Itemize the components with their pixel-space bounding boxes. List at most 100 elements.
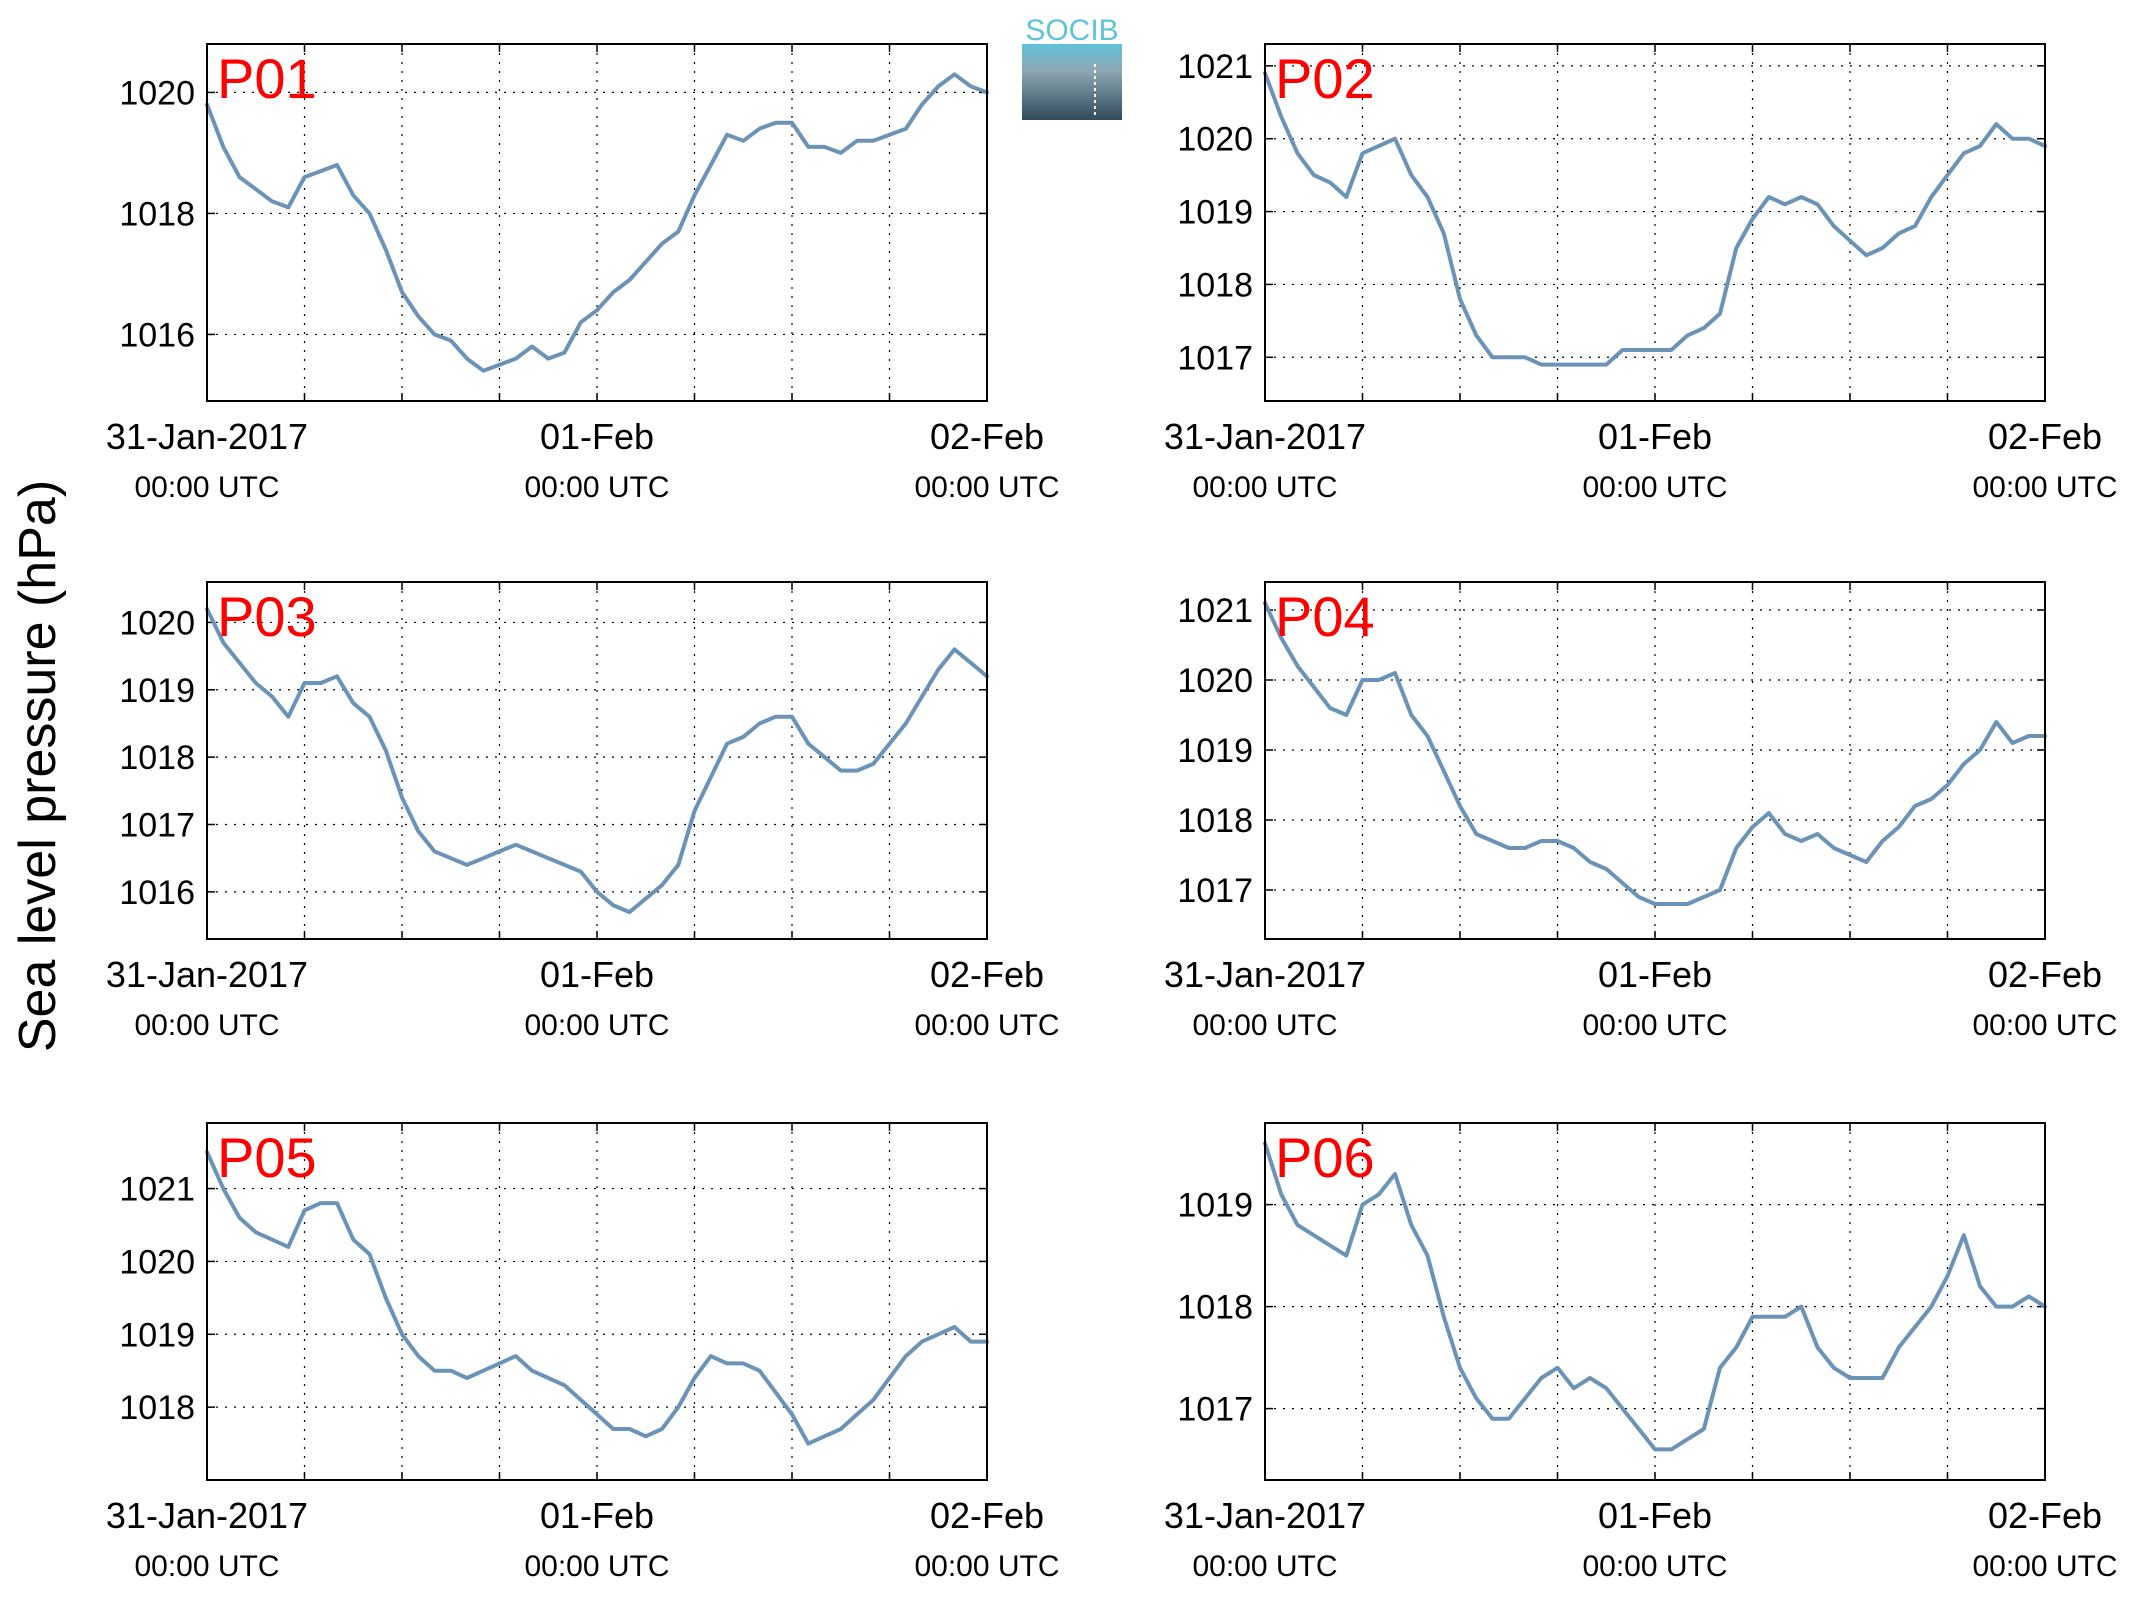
data-point: [1880, 245, 1886, 251]
chart-grid: 1016 1018 1020 P01 31-Jan-2017 00:00 UTC 01-Fe…: [106, 43, 2118, 1583]
y-tick-label: 1018: [119, 1389, 195, 1427]
data-point: [399, 795, 405, 801]
data-point: [1912, 223, 1918, 229]
data-point: [415, 828, 421, 834]
x-tick-label-date: 31-Jan-2017: [1164, 416, 1366, 457]
data-point: [1587, 859, 1593, 865]
data-point: [740, 1360, 746, 1366]
data-point: [724, 132, 730, 138]
data-point: [757, 721, 763, 727]
x-tick-label-time: 00:00 UTC: [1582, 1550, 1727, 1583]
data-point: [1490, 1416, 1496, 1422]
data-point: [269, 1237, 275, 1243]
data-point: [1392, 670, 1398, 676]
y-tick-label: 1019: [119, 672, 195, 710]
x-tick-label-date: 02-Feb: [1988, 1495, 2102, 1536]
data-point: [529, 344, 535, 350]
data-point: [1571, 845, 1577, 851]
chart-panel-p05: 1018 1019 1020 1021 P05 31-Jan-2017 00:00 UTC 0…: [106, 1122, 1060, 1583]
data-point: [432, 331, 438, 337]
data-point: [708, 774, 714, 780]
data-point: [285, 1244, 291, 1250]
data-point: [870, 761, 876, 767]
x-tick-label-time: 00:00 UTC: [524, 1550, 669, 1583]
data-point: [1506, 1416, 1512, 1422]
data-point: [773, 1390, 779, 1396]
data-point: [432, 848, 438, 854]
data-point: [1587, 362, 1593, 368]
data-point: [529, 848, 535, 854]
data-point: [285, 204, 291, 210]
data-point: [1977, 1283, 1983, 1289]
data-point: [1571, 362, 1577, 368]
chart-panel-p06: 1017 1018 1019 P06 31-Jan-2017 00:00 UTC 01-Fe…: [1164, 1122, 2118, 1583]
y-tick-label: 1017: [1177, 339, 1253, 377]
y-tick-label: 1017: [1177, 1391, 1253, 1429]
data-point: [1538, 362, 1544, 368]
data-point: [1620, 347, 1626, 353]
data-point: [627, 1426, 633, 1432]
y-tick-label: 1021: [119, 1171, 195, 1209]
data-point: [805, 741, 811, 747]
data-point: [464, 356, 470, 362]
data-point: [1798, 194, 1804, 200]
data-point: [1490, 838, 1496, 844]
y-tick-label: 1018: [1177, 802, 1253, 840]
data-point: [757, 1368, 763, 1374]
data-point: [1831, 223, 1837, 229]
data-point: [1685, 901, 1691, 907]
x-tick-label-date: 01-Feb: [1598, 954, 1712, 995]
data-point: [578, 869, 584, 875]
data-point: [1457, 1365, 1463, 1371]
data-point: [1473, 332, 1479, 338]
data-point: [464, 862, 470, 868]
panel-title: P04: [1275, 585, 1375, 648]
data-point: [1636, 1426, 1642, 1432]
data-point: [757, 126, 763, 132]
data-point: [1522, 845, 1528, 851]
x-tick-label-date: 31-Jan-2017: [106, 416, 308, 457]
data-point: [952, 1324, 958, 1330]
data-point: [1847, 1375, 1853, 1381]
data-point: [903, 1353, 909, 1359]
data-point: [334, 673, 340, 679]
data-point: [513, 1353, 519, 1359]
data-point: [562, 1382, 568, 1388]
data-point: [1506, 845, 1512, 851]
logo-block: [1022, 44, 1122, 120]
data-point: [594, 889, 600, 895]
data-point: [302, 1207, 308, 1213]
x-tick-label-date: 01-Feb: [1598, 416, 1712, 457]
data-point: [1408, 712, 1414, 718]
data-point: [1457, 296, 1463, 302]
data-point: [2010, 136, 2016, 142]
data-point: [1473, 1395, 1479, 1401]
data-point: [367, 210, 373, 216]
data-point: [1408, 1222, 1414, 1228]
y-tick-label: 1016: [119, 874, 195, 912]
chart-panel-p04: 1017 1018 1019 1020 1021 P04 31-Jan-2017 00:00 …: [1164, 581, 2118, 1042]
y-tick-label: 1020: [1177, 662, 1253, 700]
data-point: [887, 741, 893, 747]
data-point: [887, 1375, 893, 1381]
data-point: [1928, 194, 1934, 200]
data-point: [822, 754, 828, 760]
x-tick-label-time: 00:00 UTC: [914, 1550, 1059, 1583]
data-point: [1522, 1395, 1528, 1401]
data-point: [610, 1426, 616, 1432]
data-point: [659, 241, 665, 247]
data-point: [594, 307, 600, 313]
data-point: [1327, 1242, 1333, 1248]
data-point: [1376, 1191, 1382, 1197]
data-point: [2010, 1304, 2016, 1310]
data-point: [448, 855, 454, 861]
data-point: [1620, 880, 1626, 886]
x-tick-label-time: 00:00 UTC: [134, 1009, 279, 1042]
data-point: [1880, 838, 1886, 844]
data-point: [1863, 859, 1869, 865]
data-point: [1701, 1426, 1707, 1432]
data-point: [708, 1353, 714, 1359]
data-point: [1343, 1253, 1349, 1259]
chart-panel-p03: 1016 1017 1018 1019 1020 P03 31-Jan-2017 00:00 …: [106, 581, 1060, 1042]
data-point: [318, 680, 324, 686]
